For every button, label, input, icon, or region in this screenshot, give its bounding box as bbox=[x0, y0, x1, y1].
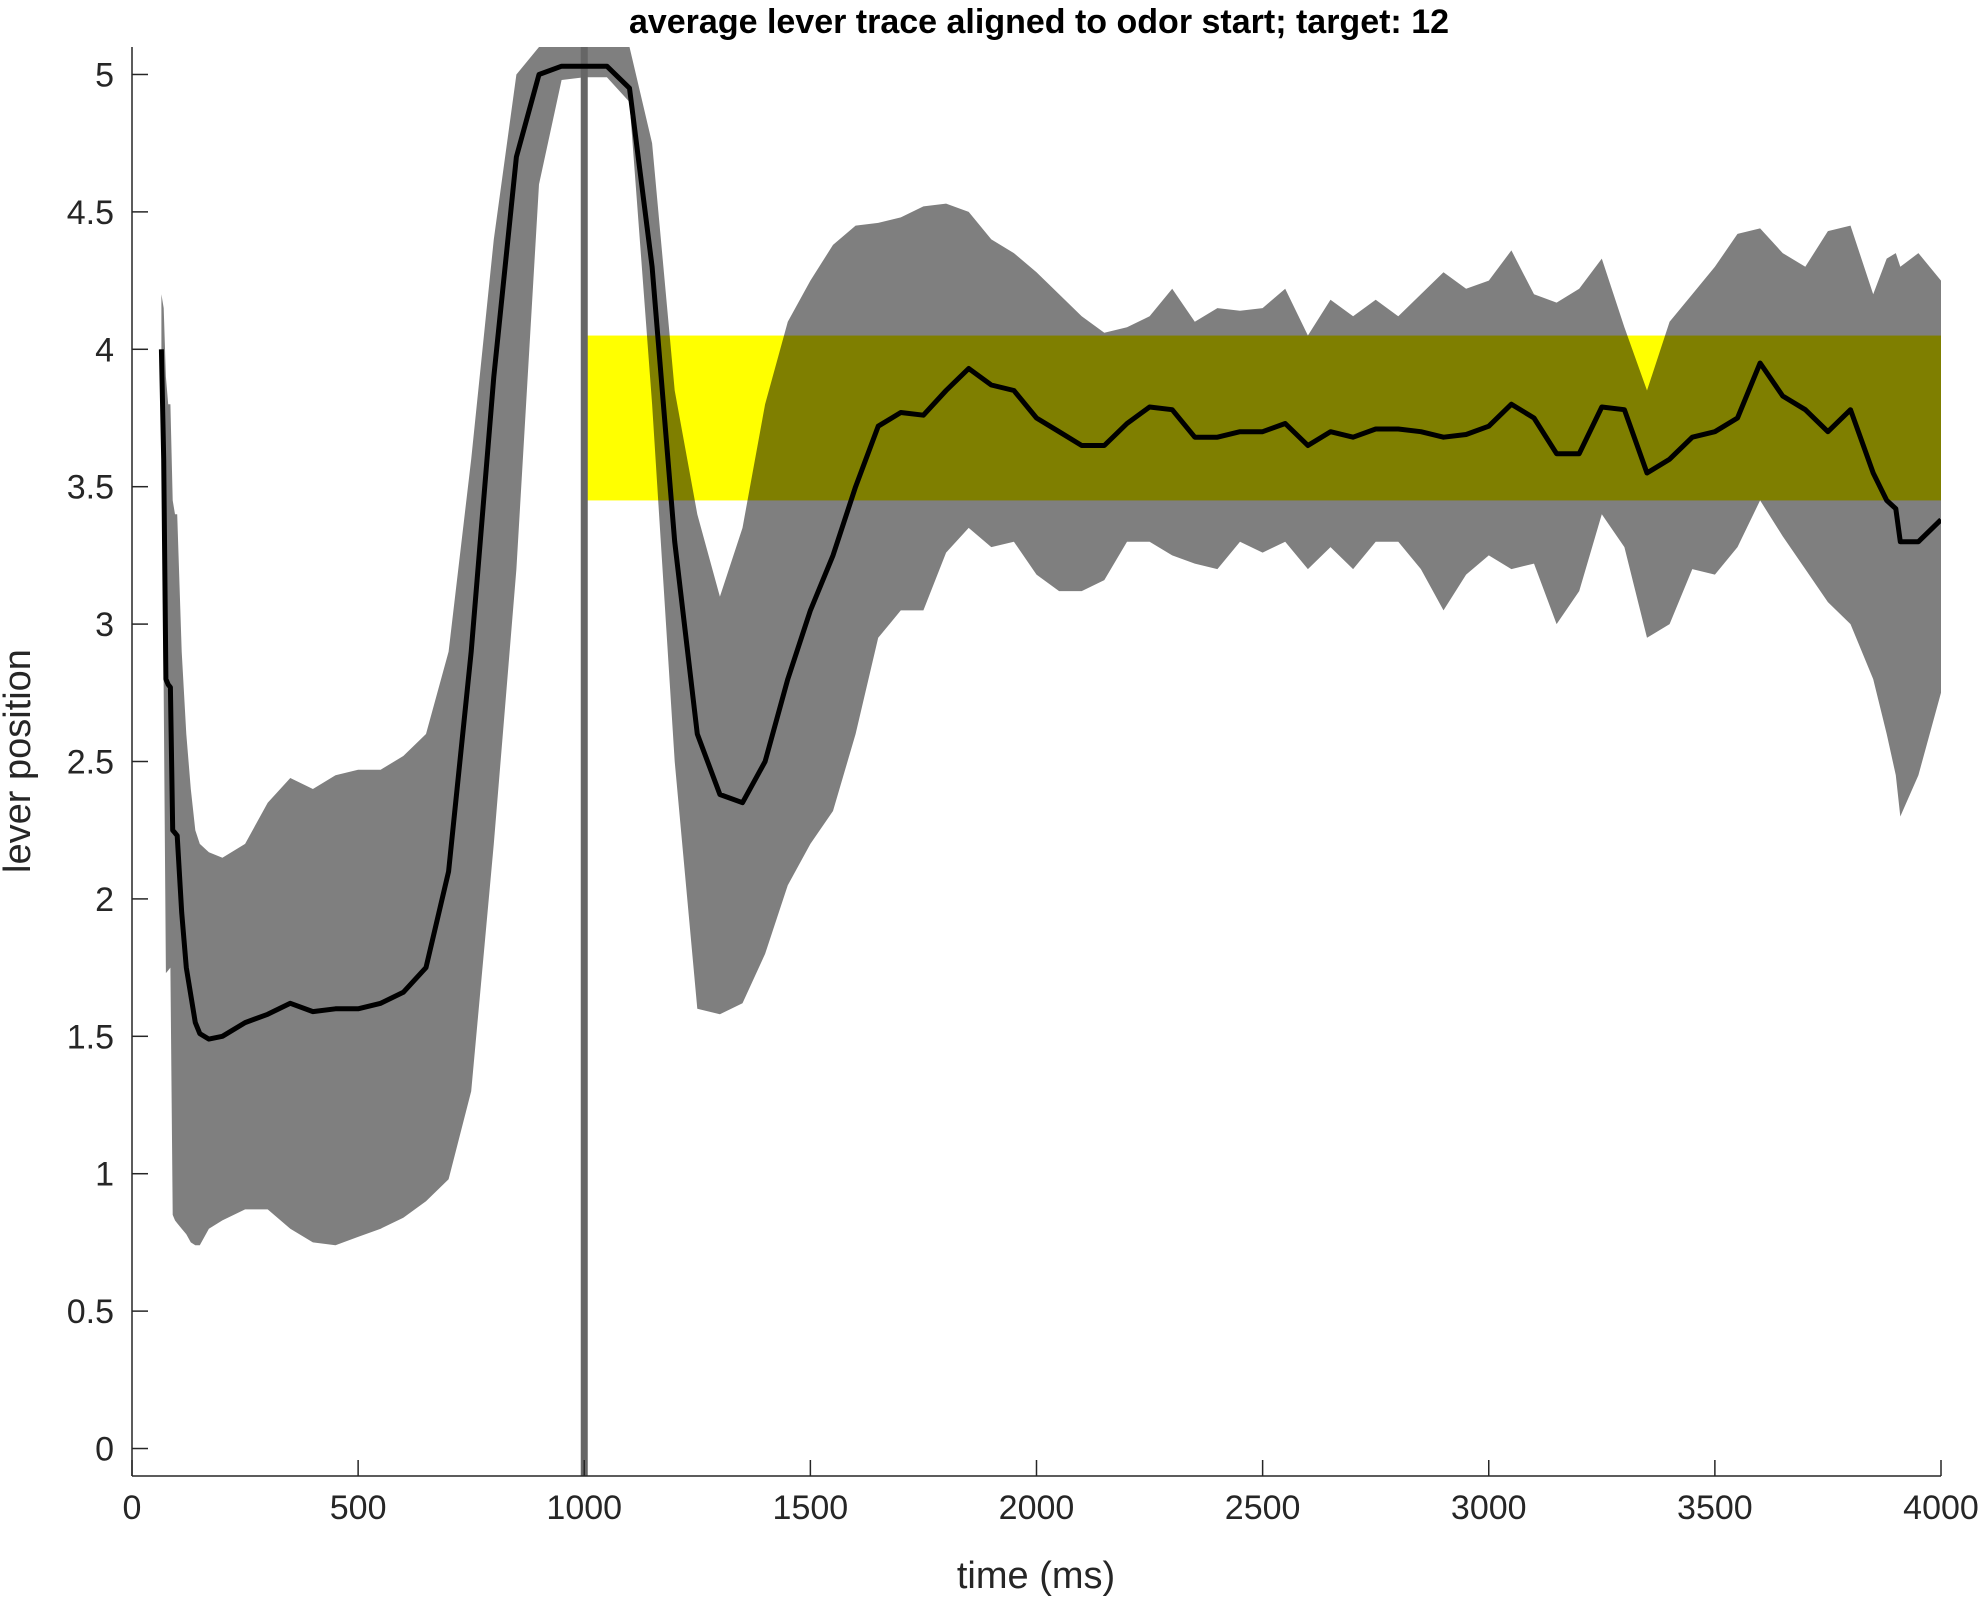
mean-lever-trace bbox=[158, 63, 1941, 1042]
x-axis-label: time (ms) bbox=[957, 1555, 1115, 1597]
y-tick-label: 4 bbox=[95, 331, 114, 369]
y-tick-label: 4.5 bbox=[67, 194, 114, 232]
x-tick-label: 0 bbox=[123, 1489, 142, 1527]
x-tick-label: 3500 bbox=[1677, 1489, 1753, 1527]
x-tick-label: 4000 bbox=[1903, 1489, 1979, 1527]
x-tick-label: 2500 bbox=[1225, 1489, 1301, 1527]
axes: 0 500 1000 1500 2000 2500 3000 3500 4000 0 0.5 1 1.… bbox=[67, 47, 1979, 1527]
std-shaded-band bbox=[161, 47, 1941, 1246]
x-tick-label: 2000 bbox=[999, 1489, 1075, 1527]
y-tick-label: 5 bbox=[95, 56, 114, 94]
y-tick-label: 0 bbox=[95, 1431, 114, 1469]
plot-area bbox=[158, 47, 1941, 1476]
x-tick-label: 1500 bbox=[773, 1489, 849, 1527]
y-tick-label: 2 bbox=[95, 881, 114, 919]
x-tick-label: 1000 bbox=[546, 1489, 622, 1527]
y-tick-label: 1.5 bbox=[67, 1018, 114, 1056]
y-axis-label: lever position bbox=[0, 649, 39, 873]
y-ticks: 0 0.5 1 1.5 2 2.5 3 3.5 4 4.5 5 bbox=[67, 56, 148, 1469]
x-tick-label: 3000 bbox=[1451, 1489, 1527, 1527]
x-ticks: 0 500 1000 1500 2000 2500 3000 3500 4000 bbox=[123, 1460, 1979, 1527]
y-tick-label: 0.5 bbox=[67, 1293, 114, 1331]
y-tick-label: 2.5 bbox=[67, 744, 114, 782]
y-tick-label: 3 bbox=[95, 606, 114, 644]
x-tick-label: 500 bbox=[330, 1489, 387, 1527]
y-tick-label: 3.5 bbox=[67, 469, 114, 507]
y-tick-label: 1 bbox=[95, 1156, 114, 1194]
chart-title: average lever trace aligned to odor star… bbox=[629, 3, 1449, 41]
